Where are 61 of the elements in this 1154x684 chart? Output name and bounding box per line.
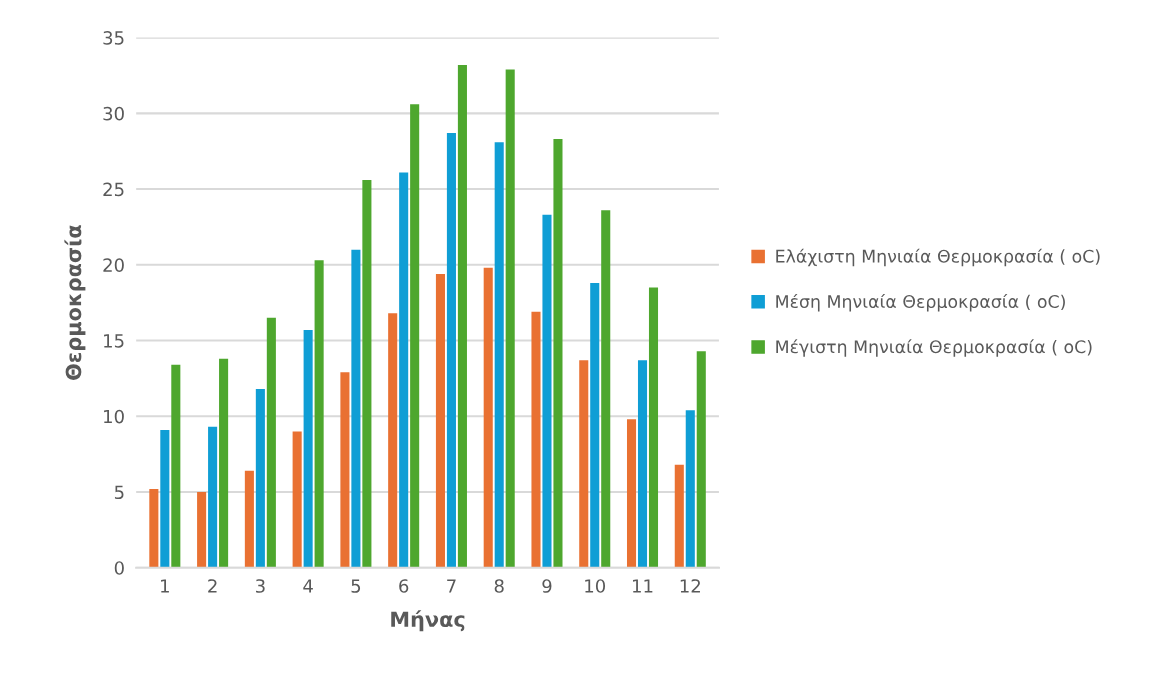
bar [314,260,324,568]
x-tick-label: 8 [494,579,504,593]
bar [292,431,302,568]
bar [505,69,515,568]
bar [637,360,648,568]
bar [266,317,276,568]
y-tick-label: 0 [114,561,124,575]
legend-label: Μέση Μηνιαία Θερμοκρασία ( oC) [776,293,1065,312]
bar [494,142,504,568]
x-tick-label: 1 [161,579,169,593]
y-axis-title: Θερμοκρασία [64,225,86,380]
y-tick-label: 5 [114,485,124,500]
bar [553,139,563,568]
bar [626,419,637,568]
bar [579,360,589,568]
bar [696,351,706,568]
x-tick-label: 6 [399,579,409,593]
x-axis-title: Μήνας [391,610,465,632]
x-tick-label: 9 [542,579,552,593]
x-tick-label: 12 [680,579,700,593]
bar [351,249,361,568]
bar [197,491,207,568]
bar [388,313,398,568]
x-tick-label: 10 [585,579,606,593]
bar [531,311,541,568]
bar [648,287,659,568]
bar [542,214,552,568]
y-tick-label: 10 [104,409,124,424]
bar [685,410,695,568]
bar [362,179,372,568]
bar [483,267,493,568]
bar [244,470,254,568]
bar [674,464,684,568]
y-tick-label: 25 [103,182,124,197]
x-tick-label: 3 [256,579,265,593]
bar [601,210,611,568]
bar [410,104,420,568]
legend-label: Ελάχιστη Μηνιαία Θερμοκρασία ( oC) [776,248,1100,267]
bar [255,389,265,568]
x-tick-label: 4 [303,579,313,593]
bar [399,172,409,568]
bar [171,364,181,568]
x-tick-label: 7 [447,579,456,593]
legend-label: Μέγιστη Μηνιαία Θερμοκρασία ( oC) [776,339,1092,357]
bar [160,429,170,568]
x-tick-label: 11 [633,579,653,593]
y-tick-label: 15 [104,334,124,348]
bar [457,64,467,568]
x-tick-label: 5 [351,579,361,593]
y-tick-label: 20 [103,258,124,272]
bar [435,273,445,568]
bar [208,426,218,568]
y-tick-label: 30 [103,106,124,121]
bar [446,133,456,568]
x-tick-label: 2 [208,579,217,593]
bar [303,329,313,568]
bar [219,358,229,568]
y-tick-label: 35 [103,31,124,45]
bar [149,488,159,568]
bar [590,282,600,568]
bar [340,372,350,568]
